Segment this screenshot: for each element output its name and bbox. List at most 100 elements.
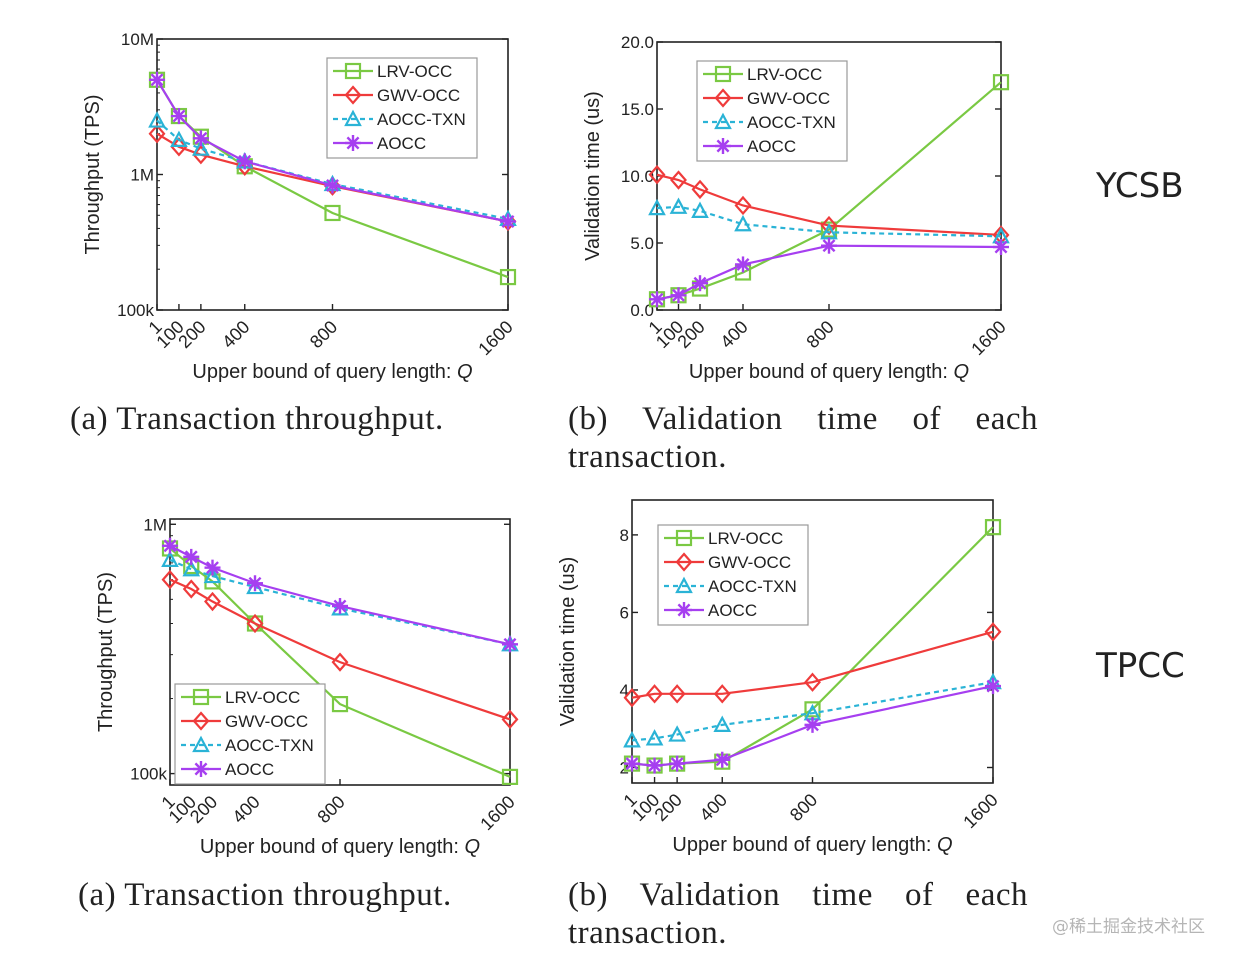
y-axis-label: Validation time (us)	[557, 557, 579, 727]
marker-aocc	[162, 537, 178, 554]
marker-aocc	[500, 213, 516, 230]
marker-aocc	[332, 598, 348, 615]
y-tick-label: 100k	[130, 765, 167, 784]
x-axis-label: Upper bound of query length: Q	[689, 361, 969, 383]
marker-aocc-txn	[713, 715, 732, 732]
marker-aocc	[192, 130, 209, 147]
marker-aocc	[821, 237, 837, 254]
marker-lrv-occ	[499, 268, 517, 286]
marker-aocc-txn	[669, 197, 688, 214]
legend-label: LRV-OCC	[708, 529, 783, 548]
y-axis-label: Validation time (us)	[582, 91, 604, 261]
marker-aocc	[692, 275, 708, 292]
marker-aocc-txn	[623, 731, 641, 748]
marker-gwv-occ	[734, 195, 752, 216]
marker-gwv-occ	[623, 688, 641, 708]
series-line	[631, 630, 994, 699]
legend-label: AOCC-TXN	[708, 577, 797, 596]
y-tick-label: 4	[620, 681, 629, 700]
row-label-ycsb: YCSB	[1096, 166, 1184, 206]
marker-gwv-occ	[331, 652, 349, 672]
marker-gwv-occ	[670, 170, 687, 190]
y-tick-label: 100k	[117, 301, 154, 320]
marker-lrv-occ	[675, 529, 693, 547]
legend-box	[696, 60, 848, 162]
marker-aocc-txn	[691, 201, 709, 218]
marker-aocc-txn	[714, 112, 732, 130]
marker-lrv-occ	[344, 62, 362, 80]
caption-b-bottom-line1: (b) Validation time of each	[568, 877, 1028, 913]
x-tick-label: 1600	[959, 790, 1001, 832]
series-aocc-txn	[623, 672, 1002, 748]
y-tick-label: 6	[620, 603, 629, 622]
caption-a-top: (a) Transaction throughput.	[70, 401, 444, 437]
legend-label: AOCC	[747, 137, 796, 156]
marker-aocc	[993, 239, 1009, 256]
marker-aocc-txn	[148, 111, 166, 128]
series-line	[656, 173, 1002, 237]
series-aocc	[649, 237, 1009, 308]
marker-aocc	[670, 287, 687, 304]
x-tick-label: 400	[696, 790, 731, 825]
series-lrv-occ	[161, 540, 519, 785]
marker-aocc-txn	[734, 214, 752, 232]
y-tick-label: 10M	[121, 30, 154, 49]
marker-gwv-occ	[148, 124, 166, 144]
marker-aocc	[170, 108, 187, 125]
x-tick-label: 1600	[476, 792, 518, 834]
y-tick-label: 1M	[143, 515, 167, 534]
y-tick-label: 1M	[130, 166, 154, 185]
legend-label: LRV-OCC	[377, 62, 452, 81]
legend: LRV-OCC GWV-OCC AOCC-TXN AOCC	[326, 57, 478, 159]
x-axis-label: Upper bound of query length: Q	[200, 836, 480, 858]
marker-aocc	[624, 755, 640, 772]
marker-gwv-occ	[691, 179, 709, 200]
marker-lrv-occ	[501, 768, 519, 785]
x-tick-label: 800	[786, 790, 821, 825]
series-line	[169, 547, 511, 778]
y-tick-label: 15.0	[621, 100, 654, 119]
y-axis-label: Throughput (TPS)	[82, 94, 104, 254]
marker-aocc-txn	[344, 109, 362, 127]
marker-lrv-occ	[992, 74, 1010, 91]
marker-gwv-occ	[182, 579, 200, 599]
series-line	[169, 544, 511, 646]
series-line	[169, 578, 511, 721]
marker-aocc	[735, 256, 751, 273]
x-tick-label: 200	[673, 317, 708, 352]
caption-b-top-line1: (b) Validation time of each	[568, 401, 1038, 437]
y-tick-label: 5.0	[630, 234, 654, 253]
legend: LRV-OCC GWV-OCC AOCC-TXN AOCC	[657, 524, 809, 626]
series-aocc	[149, 71, 516, 230]
caption-a-bottom: (a) Transaction throughput.	[78, 877, 452, 913]
legend-label: LRV-OCC	[747, 65, 822, 84]
y-tick-label: 8	[620, 526, 629, 545]
x-tick-label: 1600	[474, 317, 516, 359]
x-tick-label: 800	[802, 317, 837, 352]
marker-lrv-occ	[192, 688, 210, 706]
legend-label: AOCC	[377, 134, 426, 153]
series-line	[656, 205, 1002, 238]
x-tick-label: 1600	[967, 317, 1009, 359]
watermark: @稀土掘金技术社区	[1052, 917, 1205, 937]
marker-gwv-occ	[675, 552, 693, 572]
series-line	[656, 244, 1002, 301]
marker-gwv-occ	[648, 164, 666, 185]
x-tick-label: 800	[313, 792, 348, 827]
marker-gwv-occ	[804, 672, 821, 692]
marker-aocc	[804, 716, 821, 733]
marker-gwv-occ	[668, 684, 686, 704]
legend-label: AOCC-TXN	[747, 113, 836, 132]
marker-aocc-txn	[668, 725, 686, 742]
marker-gwv-occ	[820, 215, 838, 236]
legend-label: GWV-OCC	[708, 553, 791, 572]
marker-aocc	[247, 575, 263, 592]
legend: LRV-OCC GWV-OCC AOCC-TXN AOCC	[174, 683, 326, 785]
legend-label: AOCC	[708, 601, 757, 620]
series-aocc	[624, 678, 1001, 774]
marker-gwv-occ	[714, 88, 732, 108]
